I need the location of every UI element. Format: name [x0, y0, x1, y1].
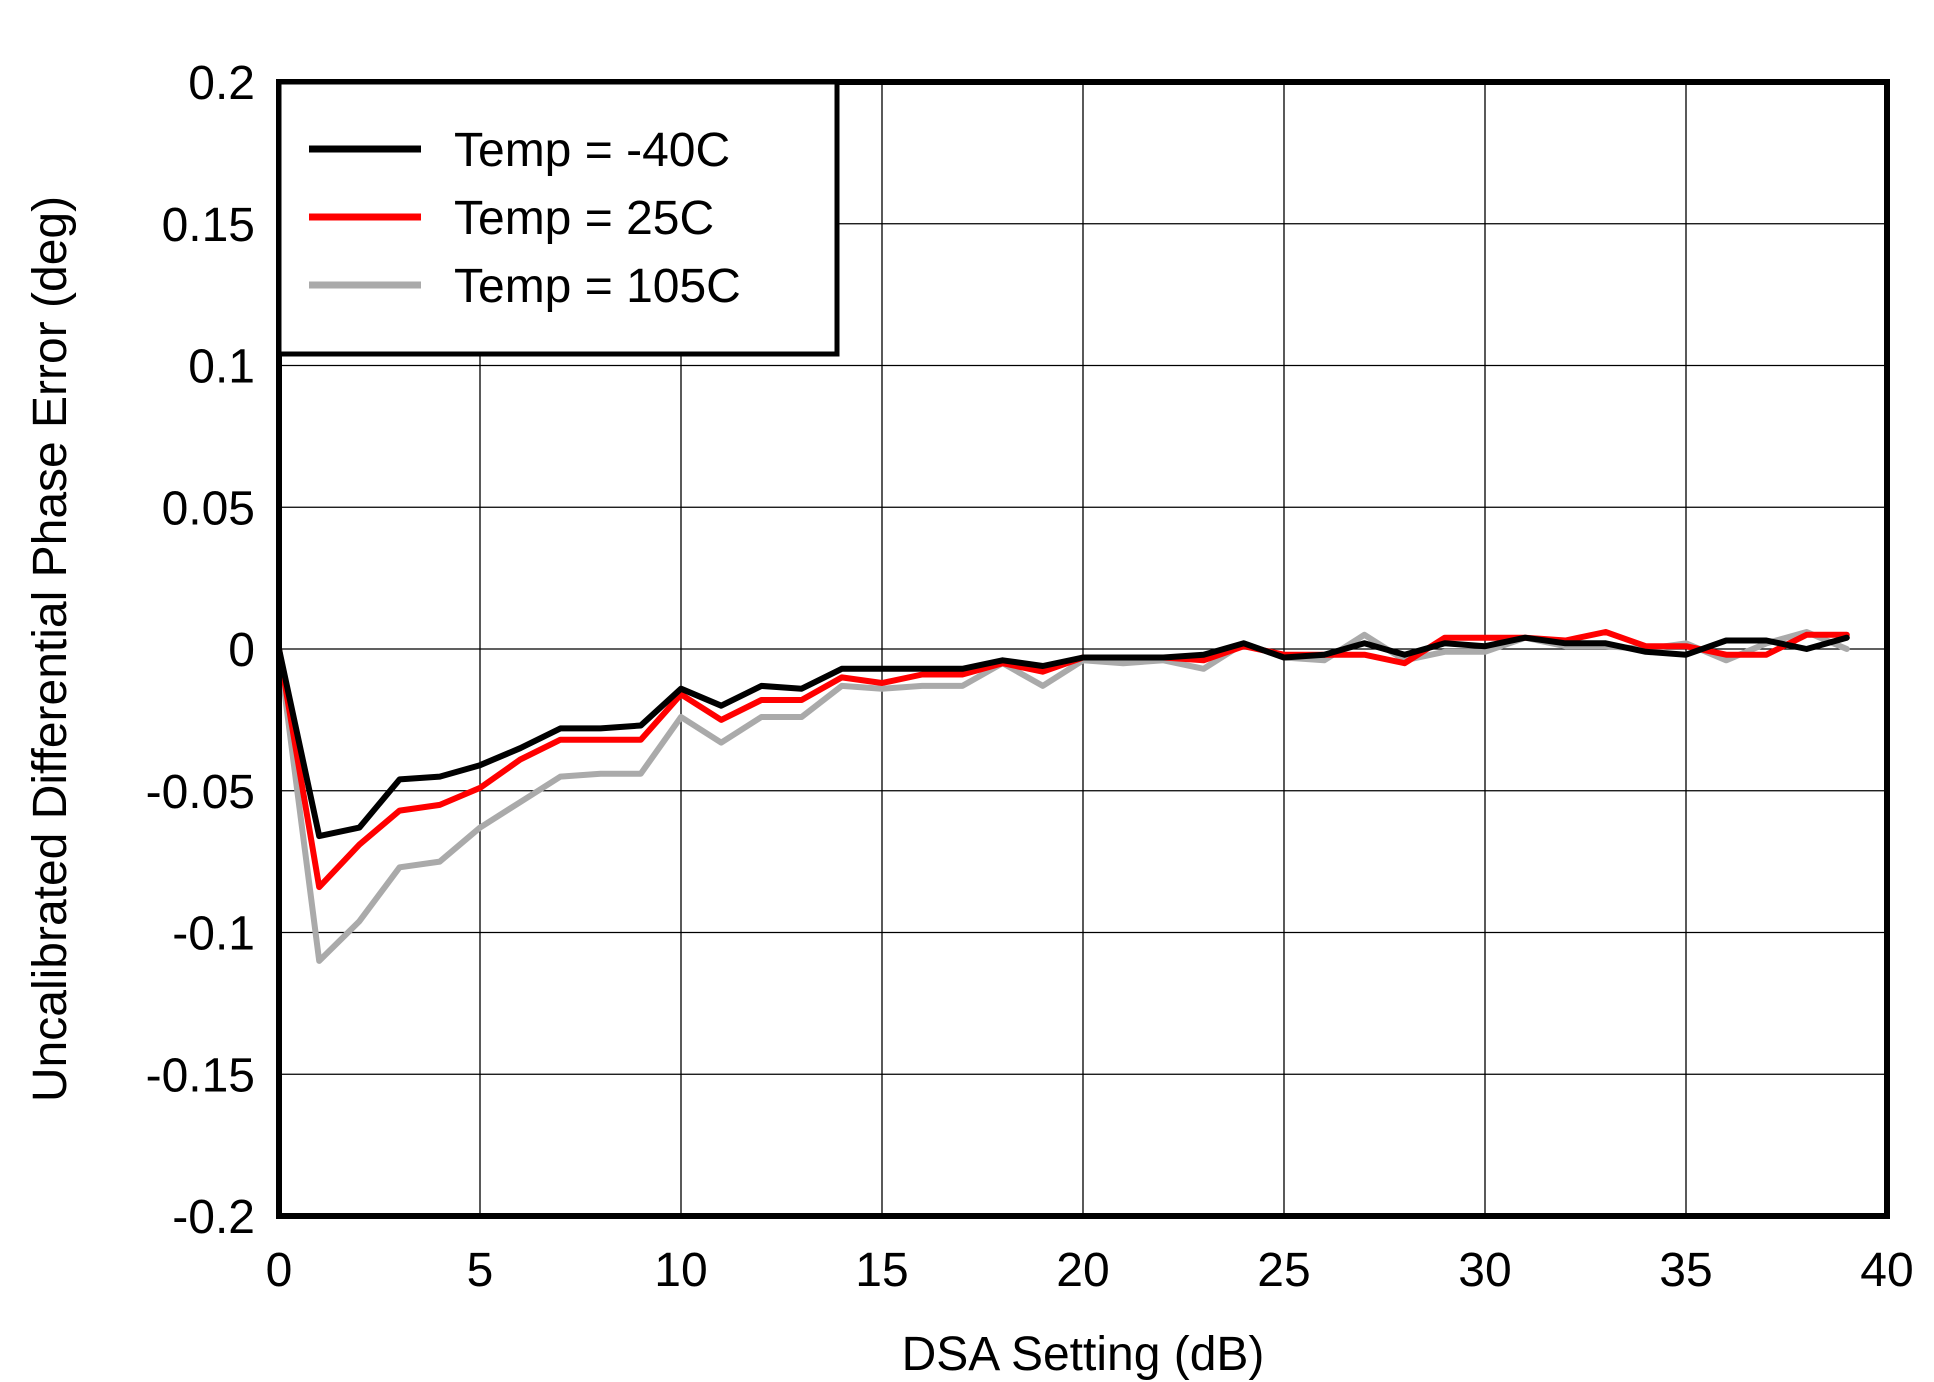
y-tick-label: 0	[228, 624, 255, 677]
y-tick-label: -0.2	[172, 1191, 255, 1244]
y-tick-labels: 0.2 0.15 0.1 0.05 0 -0.05 -0.1 -0.15 -0.2	[146, 57, 255, 1244]
x-tick-label: 0	[266, 1244, 293, 1297]
y-tick-label: -0.15	[146, 1049, 255, 1102]
x-tick-label: 40	[1860, 1244, 1913, 1297]
legend-label: Temp = 25C	[454, 192, 714, 245]
legend-label: Temp = 105C	[454, 260, 741, 313]
plot-series	[276, 629, 1850, 964]
legend: Temp = -40C Temp = 25C Temp = 105C	[276, 79, 840, 357]
x-tick-labels: 0 5 10 15 20 25 30 35 40	[266, 1244, 1914, 1297]
x-tick-label: 10	[654, 1244, 707, 1297]
x-tick-label: 20	[1056, 1244, 1109, 1297]
series-line	[276, 629, 1850, 964]
x-tick-label: 25	[1257, 1244, 1310, 1297]
y-tick-label: 0.1	[188, 341, 255, 394]
series-line	[276, 634, 1850, 840]
y-tick-label: 0.05	[162, 482, 255, 535]
y-tick-label: 0.15	[162, 199, 255, 252]
legend-label: Temp = -40C	[454, 124, 730, 177]
y-tick-label: -0.1	[172, 908, 255, 961]
y-tick-label: 0.2	[188, 57, 255, 110]
x-tick-label: 30	[1458, 1244, 1511, 1297]
x-tick-label: 5	[467, 1244, 494, 1297]
y-axis-title: Uncalibrated Differential Phase Error (d…	[24, 196, 77, 1102]
x-tick-label: 15	[855, 1244, 908, 1297]
plot-frame	[276, 79, 1890, 1219]
y-tick-label: -0.05	[146, 766, 255, 819]
x-axis-title: DSA Setting (dB)	[902, 1328, 1265, 1381]
x-tick-label: 35	[1659, 1244, 1712, 1297]
